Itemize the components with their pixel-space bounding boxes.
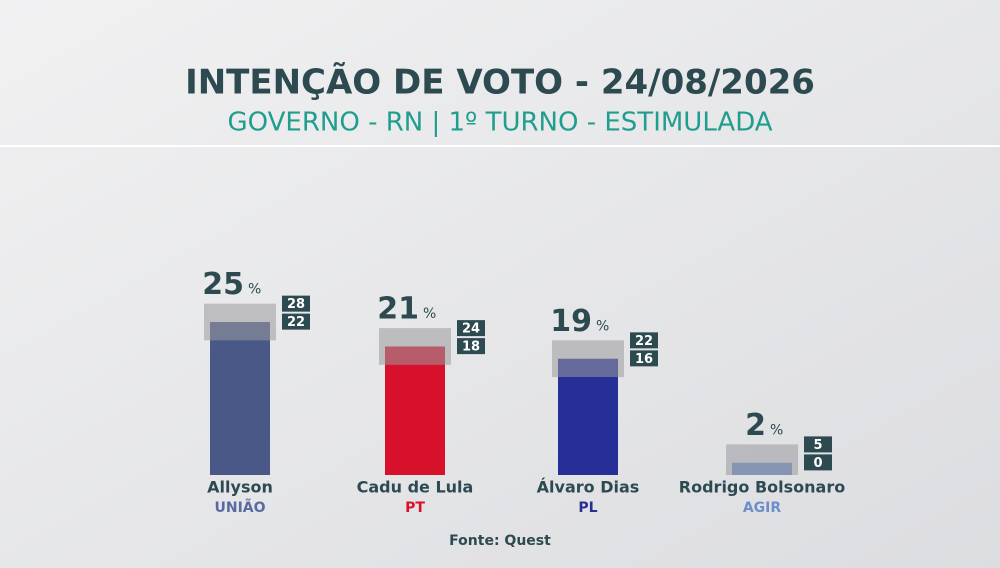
upper-label: 5 [813,438,822,453]
lower-box [630,350,658,367]
lower-label: 18 [462,340,480,355]
upper-box [282,295,310,312]
candidate-name: Rodrigo Bolsonaro [679,478,845,497]
bar [558,358,618,475]
candidate-name: Álvaro Dias [537,478,640,497]
lower-label: 16 [635,352,653,367]
candidate-name: Allyson [207,478,273,497]
value-unit: % [596,318,609,334]
party-name: PT [405,500,425,516]
chart-subtitle: GOVERNO - RN | 1º TURNO - ESTIMULADA [227,108,772,138]
value-label: 25 [202,267,244,302]
lower-box [282,313,310,330]
chart-title: INTENÇÃO DE VOTO - 24/08/2026 [185,62,815,103]
lower-label: 0 [813,456,822,471]
upper-label: 22 [635,334,653,349]
value-unit: % [248,282,261,298]
value-label: 21 [377,292,419,327]
upper-box [457,320,485,337]
party-name: PL [578,500,597,516]
value-label: 2 [745,408,766,443]
value-unit: % [423,306,436,322]
bar [385,346,445,475]
source: Fonte: Quest [449,533,551,549]
upper-label: 28 [287,297,305,312]
lower-label: 22 [287,315,305,330]
value-label: 19 [550,304,592,339]
upper-box [630,332,658,349]
lower-box [804,454,832,471]
error-range [379,328,451,365]
error-range [726,444,798,475]
bar [210,322,270,475]
upper-box [804,436,832,453]
upper-label: 24 [462,322,480,337]
error-range [204,303,276,341]
value-unit: % [770,422,783,438]
lower-box [457,338,485,355]
error-range [552,340,624,378]
candidate-name: Cadu de Lula [357,478,474,497]
party-name: AGIR [743,500,782,516]
party-name: UNIÃO [214,499,265,516]
